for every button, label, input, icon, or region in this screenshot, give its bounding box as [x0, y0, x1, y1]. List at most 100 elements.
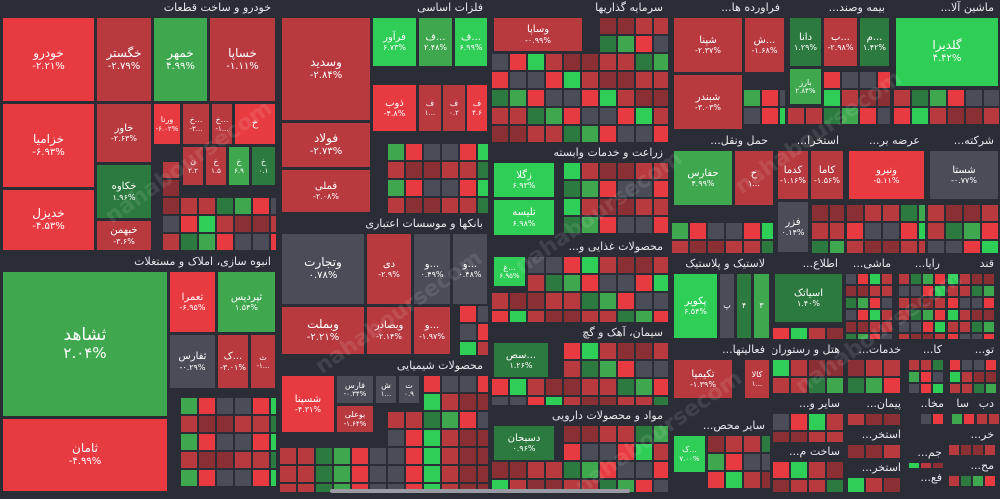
stock-tile[interactable]: اسیاتک ۱.۴۰% [774, 273, 843, 323]
sector-machinery[interactable]: ماشین آلا... گلدیرا ۴.۴۲% [893, 0, 1000, 131]
stock-tile[interactable]: خساپا -۱.۱۱% [209, 17, 276, 102]
stock-tile[interactable]: فزر ۰.۱۴% [777, 201, 809, 253]
stock-tile[interactable]: پکویر ۶.۵۴% [673, 273, 718, 339]
stock-tile[interactable]: م... ۱.۴۲% [859, 17, 890, 67]
sector-plastic[interactable]: لاستیک و پلاستیک پکویر ۶.۵۴% پ ۴ ۳ [671, 256, 771, 340]
stock-tile[interactable]: کاما -۱.۵۶% [810, 150, 844, 200]
stock-tile[interactable]: بوعلی -۱.۶۴% [336, 405, 374, 433]
stock-tile[interactable]: ف ۰.۲ [442, 84, 466, 132]
stock-tile[interactable]: کدما -۱.۱۶% [777, 150, 809, 200]
stock-tile[interactable]: خ [234, 103, 276, 145]
sector-invest[interactable]: سرمایه گذاریها وساپا -۰.۹۹% [491, 0, 669, 143]
stock-tile[interactable]: حفارس ۴.۹۹% [673, 150, 733, 206]
sector-cement[interactable]: سیمان، آهک و گچ سص... ۱.۲۶% [491, 325, 669, 406]
sector-radio[interactable]: رایا... [898, 256, 946, 340]
sector-transport[interactable]: حمل ونقل... حفارس ۴.۹۹% ح ۱... [671, 133, 774, 254]
sector-estekhr2[interactable]: استخر... [847, 460, 907, 493]
stock-tile[interactable]: دسبحان ۰.۹۶% [493, 425, 555, 461]
stock-tile[interactable]: سص... ۱.۲۶% [493, 342, 549, 378]
stock-tile[interactable]: خمهر ۴.۹۹% [153, 17, 208, 102]
stock-tile[interactable]: ذوب -۴.۸% [372, 84, 417, 132]
sector-companies[interactable]: شرکته... شستا -۰.۷۷% [927, 133, 1000, 254]
stock-tile[interactable]: ش... -۱.۶۸% [744, 17, 785, 73]
stock-tile[interactable]: دی -۲.۹% [366, 233, 412, 305]
sector-ma[interactable]: مخا... [920, 396, 950, 426]
stock-tile[interactable]: ثشاهد ۲.۰۴% [2, 271, 168, 417]
stock-tile[interactable]: خگستر -۲.۷۹% [96, 17, 152, 102]
stock-tile[interactable]: وبملت -۲.۲۱% [281, 306, 365, 355]
stock-tile[interactable]: ۳ [753, 273, 770, 339]
stock-tile[interactable]: و... ۰.۴۸% [452, 233, 488, 305]
stock-tile[interactable]: خ ۱.۵ [205, 146, 227, 186]
stock-tile[interactable]: وتجارت ۰.۷۸% [281, 233, 365, 305]
stock-tile[interactable]: تلیسه ۶.۹۸% [493, 199, 555, 236]
stock-tile[interactable]: خدیزل -۴.۵۳% [2, 189, 95, 251]
stock-tile[interactable]: ثفارس -۰.۲۹% [169, 334, 216, 389]
stock-tile[interactable]: گلدیرا ۴.۴۲% [895, 17, 999, 87]
stock-tile[interactable]: خبهمن -۳.۶% [96, 220, 152, 251]
stock-tile[interactable]: ورنا -۶.۰۲% [153, 103, 181, 145]
stock-tile[interactable]: خ ۶.۹ [228, 146, 250, 186]
stock-tile[interactable]: ت ۰.۹ [398, 375, 420, 404]
sector-sa[interactable]: سا [951, 396, 975, 426]
stock-tile[interactable]: خزامیا -۶.۹۳% [2, 103, 95, 188]
sector-db[interactable]: دب [976, 396, 1000, 426]
sector-me[interactable]: مح... [948, 458, 1000, 493]
sector-mining[interactable]: سایر محص... ک... ۷.۰۰% [671, 418, 771, 493]
sector-estekhr1[interactable]: استخر... [847, 427, 907, 459]
stock-tile[interactable]: ک... ۷.۰۰% [673, 435, 706, 473]
stock-tile[interactable]: شپنا -۲.۳۷% [673, 17, 743, 73]
stock-tile[interactable]: غ... ۶.۹۵% [493, 256, 526, 287]
sector-auto[interactable]: خودرو و ساخت قطعات خودرو -۲.۲۱% خگستر -۲.۷۹%… [0, 0, 277, 252]
stock-tile[interactable]: خ ۰.۱ [251, 146, 276, 186]
stock-tile[interactable]: ف ۴.۶ [466, 84, 488, 132]
stock-tile[interactable]: خکاوه ۱.۹۶% [96, 164, 152, 219]
stock-tile[interactable]: خودرو -۲.۲۱% [2, 17, 95, 102]
stock-tile[interactable]: ن ۲.۲ [182, 146, 204, 186]
stock-tile[interactable]: خ... -۱... [211, 103, 233, 145]
sector-activity[interactable]: فعالیتها... تکیمیا -۱.۳۹% کالا ۱... [671, 342, 771, 416]
stock-tile[interactable]: ف... ۲.۴۸% [418, 17, 453, 67]
sector-food[interactable]: محصولات غذایی و... غ... ۶.۹۵% [491, 239, 669, 323]
stock-tile[interactable]: ک... -۳.۰۱% [217, 334, 249, 389]
sector-building[interactable]: ساخت م... [772, 444, 846, 493]
stock-tile[interactable]: فرآور ۶.۷۳% [372, 17, 417, 67]
sector-other[interactable]: سایر و... [772, 396, 846, 443]
stock-tile[interactable]: بارز ۲.۸۴% [789, 68, 822, 105]
stock-tile[interactable]: شستا -۰.۷۷% [929, 150, 999, 200]
stock-tile[interactable]: ثپردیس ۱.۵۴% [217, 271, 276, 333]
sector-services[interactable]: خدمات... [847, 342, 907, 394]
sector-metals[interactable]: فلزات اساسی وسدید -۲.۸۴% فرآور ۶.۷۳% ف... ۲.۴۸… [279, 0, 489, 214]
sector-chemical[interactable]: محصولات شیمیایی شسپنا -۴.۳۱% فارس -۰.۳۴% ش ۱..… [279, 358, 489, 493]
sector-banks[interactable]: بانکها و موسسات اعتباری وتجارت ۰.۷۸% دی -۲.۹… [279, 216, 489, 356]
sector-info[interactable]: اطلاع... اسیاتک ۱.۴۰% [772, 256, 844, 340]
sector-mass[interactable]: انبوه سازی، املاک و مستغلات ثشاهد ۲.۰۴% تعم… [0, 254, 277, 493]
stock-tile[interactable]: وساپا -۰.۹۹% [493, 17, 583, 52]
sector-jam[interactable]: جم... [908, 445, 948, 469]
stock-tile[interactable]: وسدید -۲.۸۴% [281, 17, 371, 121]
sector-supply[interactable]: عرضه بر... ونیرو -۵.۱۱% [846, 133, 926, 254]
stock-tile[interactable]: ح ۱... [734, 150, 774, 206]
sector-peyman[interactable]: پیمان... [847, 396, 907, 426]
stock-tile[interactable]: فملی -۲.۰۸% [281, 169, 371, 213]
sector-extract[interactable]: استخرا... کدما -۱.۱۶% کاما -۱.۵۶% فزر ۰.۱۴% [775, 133, 845, 254]
stock-tile[interactable]: و... -۱.۹۷% [413, 306, 451, 355]
stock-tile[interactable]: پ [719, 273, 735, 339]
stock-tile[interactable]: کالا ۱... [744, 359, 770, 399]
stock-tile[interactable]: ف... ۶.۹۹% [454, 17, 488, 67]
stock-tile[interactable]: خاور -۲.۶۳% [96, 103, 152, 163]
stock-tile[interactable]: ش ۱... [375, 375, 397, 404]
sector-hotel[interactable]: هتل و رستوران [772, 342, 846, 394]
stock-tile[interactable]: ب... -۲.۹۸% [823, 17, 858, 67]
stock-tile[interactable]: فارس -۰.۳۴% [336, 375, 374, 404]
stock-tile[interactable]: تعمرا -۶.۹۵% [169, 271, 216, 333]
stock-tile[interactable]: شسپنا -۴.۳۱% [281, 375, 335, 433]
sector-agri[interactable]: زراعت و خدمات وابسته زگلا ۶.۹۳% تلیسه ۶.۹۸% [491, 145, 669, 237]
sector-kh[interactable]: خر... [948, 427, 1000, 457]
sector-refinery[interactable]: فراورده ها... شپنا -۲.۳۷% ش... -۱.۶۸% شبندر -۳… [671, 0, 786, 131]
stock-tile[interactable]: زگلا ۶.۹۳% [493, 162, 555, 198]
stock-tile[interactable]: دانا ۱.۲۹% [789, 17, 822, 67]
stock-tile[interactable]: ف ۱... [418, 84, 442, 132]
stock-tile[interactable]: خ... -۳... [182, 103, 210, 145]
sector-sugar[interactable]: قند [947, 256, 1000, 340]
